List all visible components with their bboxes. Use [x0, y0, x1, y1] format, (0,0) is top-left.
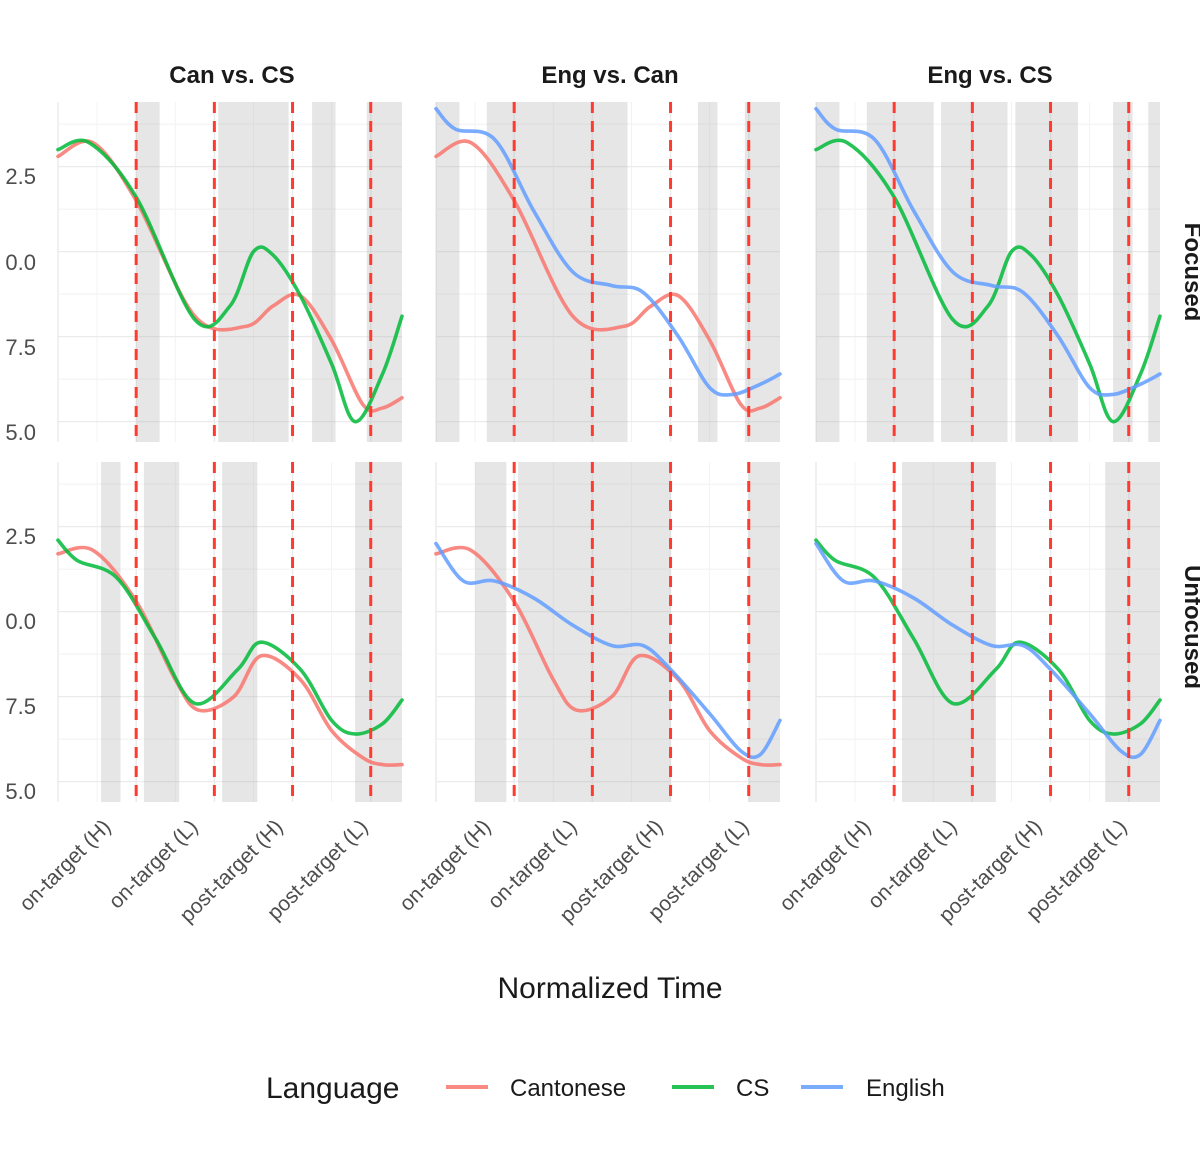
- shaded-region: [748, 462, 780, 802]
- y-tick-label: 0.0: [5, 609, 36, 634]
- panel-p11: [56, 102, 404, 442]
- shaded-region: [475, 462, 507, 802]
- column-strip-can-vs-cs: Can vs. CS: [169, 62, 294, 89]
- legend-title: Language: [266, 1072, 399, 1105]
- x-tick-label: on-target (H): [395, 815, 495, 915]
- panel-p23: [814, 462, 1162, 802]
- legend-label-cantonese: Cantonese: [510, 1075, 626, 1102]
- column-strip-eng-vs-cs: Eng vs. CS: [927, 62, 1052, 89]
- series-line-cantonese: [434, 545, 782, 767]
- shaded-region: [1015, 102, 1078, 442]
- shaded-region: [144, 462, 180, 802]
- x-axis-title: Normalized Time: [497, 972, 722, 1005]
- shaded-region: [355, 462, 402, 802]
- series-line-cs: [56, 538, 404, 736]
- shaded-region: [486, 102, 628, 442]
- series-line-cantonese: [434, 139, 782, 413]
- y-tick-label: 7.5: [5, 335, 36, 360]
- shaded-region: [518, 462, 671, 802]
- shaded-region: [1105, 462, 1160, 802]
- x-tick-label: on-target (H): [775, 815, 875, 915]
- shaded-region: [744, 102, 780, 442]
- panel-p13: [814, 102, 1162, 442]
- series-line-english: [434, 107, 782, 397]
- series-line-cs: [814, 138, 1162, 424]
- y-tick-label: 5.0: [5, 420, 36, 445]
- shaded-region: [136, 102, 160, 442]
- shaded-region: [902, 462, 996, 802]
- shaded-region: [218, 102, 289, 442]
- shaded-region: [1148, 102, 1160, 442]
- shaded-region: [816, 102, 840, 442]
- panel-p22: [434, 462, 782, 802]
- column-strip-eng-vs-can: Eng vs. Can: [541, 62, 678, 89]
- y-tick-label: 5.0: [5, 779, 36, 804]
- shaded-region: [697, 102, 718, 442]
- row-strip-unfocused: Unfocused: [1179, 565, 1200, 689]
- y-tick-label: 0.0: [5, 250, 36, 275]
- shaded-region: [101, 462, 121, 802]
- shaded-region: [436, 102, 460, 442]
- y-tick-label: 2.5: [5, 164, 36, 189]
- x-tick-label: on-target (H): [15, 815, 115, 915]
- panel-p12: [434, 102, 782, 442]
- shaded-region: [366, 102, 402, 442]
- y-tick-label: 2.5: [5, 524, 36, 549]
- y-tick-label: 7.5: [5, 694, 36, 719]
- series-line-cs: [56, 138, 404, 424]
- series-line-english: [434, 541, 782, 760]
- series-line-cantonese: [56, 545, 404, 767]
- shaded-region: [222, 462, 258, 802]
- shaded-region: [312, 102, 336, 442]
- legend-label-english: English: [866, 1075, 945, 1102]
- series-line-english: [814, 541, 1162, 760]
- row-strip-focused: Focused: [1179, 223, 1200, 322]
- panels-layer: [56, 102, 1162, 802]
- legend: Language Cantonese CS English: [266, 1072, 945, 1105]
- series-line-cs: [814, 538, 1162, 736]
- series-line-english: [814, 107, 1162, 397]
- panel-p21: [56, 462, 404, 802]
- shaded-region: [866, 102, 934, 442]
- legend-label-cs: CS: [736, 1075, 769, 1102]
